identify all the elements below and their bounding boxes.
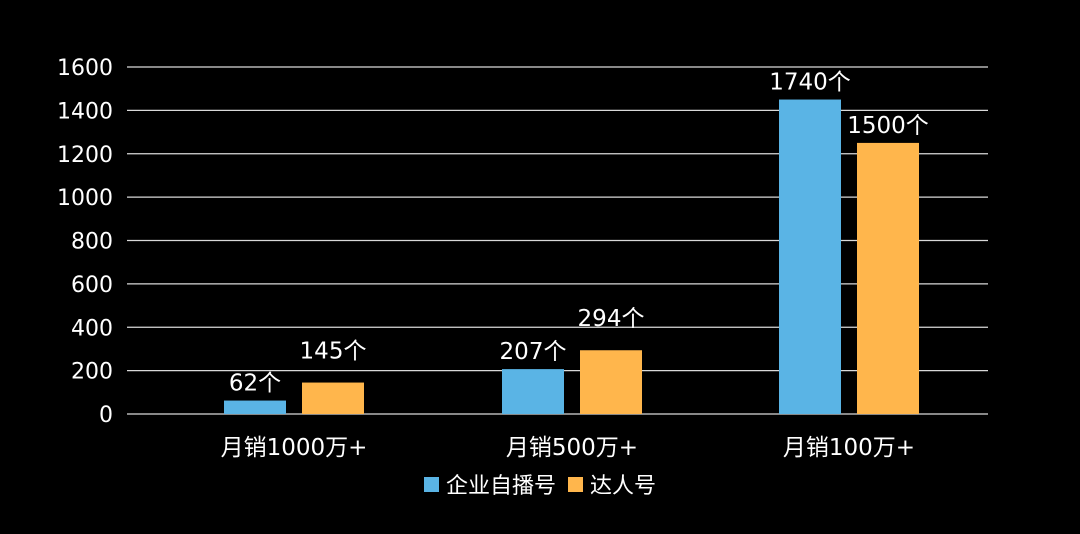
y-tick-label: 1200	[57, 143, 113, 168]
bar	[580, 350, 642, 414]
y-tick-label: 600	[71, 273, 113, 298]
x-tick-label: 月销500万+	[506, 435, 638, 461]
legend: 企业自播号 达人号	[424, 474, 656, 499]
bar	[302, 382, 364, 414]
data-label: 62个	[229, 371, 281, 397]
bar	[857, 142, 919, 414]
data-label: 207个	[500, 339, 567, 365]
legend-swatch	[424, 477, 439, 492]
y-tick-label: 0	[99, 403, 113, 428]
x-tick-label: 月销1000万+	[221, 435, 368, 461]
y-tick-label: 1600	[57, 56, 113, 81]
x-tick-label: 月销100万+	[783, 435, 915, 461]
data-label: 1500个	[847, 113, 929, 139]
bar	[779, 99, 841, 414]
data-label: 294个	[578, 306, 645, 332]
y-tick-label: 800	[71, 230, 113, 255]
data-label: 1740个	[769, 70, 851, 96]
legend-swatch	[568, 477, 583, 492]
legend-label: 达人号	[590, 474, 656, 499]
legend-label: 企业自播号	[446, 474, 556, 499]
bar	[502, 369, 564, 414]
bars	[224, 99, 919, 414]
bar	[224, 400, 286, 414]
y-tick-label: 200	[71, 360, 113, 385]
x-axis: 月销1000万+ 月销500万+ 月销100万+	[221, 435, 915, 461]
gridlines	[127, 66, 988, 415]
y-axis: 0 200 400 600 800 1000 1200 1400 1600	[57, 56, 113, 428]
y-tick-label: 400	[71, 316, 113, 341]
data-labels: 62个 145个 207个 294个 1740个 1500个	[229, 70, 929, 397]
data-label: 145个	[300, 339, 367, 365]
y-tick-label: 1000	[57, 186, 113, 211]
y-tick-label: 1400	[57, 99, 113, 124]
